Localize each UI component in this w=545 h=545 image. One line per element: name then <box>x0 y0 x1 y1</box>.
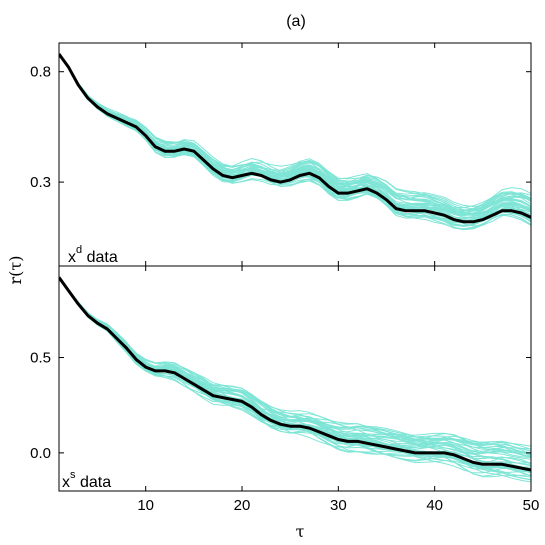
ensemble-line <box>59 53 531 211</box>
ensemble-line <box>59 53 531 224</box>
mean-line-top <box>59 53 531 224</box>
ensemble-line <box>59 53 531 222</box>
ensemble-line <box>59 277 531 474</box>
y-ticks-bottom: 0.5 0.0 <box>30 350 531 462</box>
ensemble-line <box>59 53 531 231</box>
data-series-line <box>59 53 531 224</box>
ensemble-line <box>59 53 531 216</box>
ensemble-line <box>59 53 531 215</box>
y-tick-label: 0.0 <box>30 445 51 462</box>
y-axis-label: r(τ) <box>6 256 25 285</box>
mean-line-bottom <box>59 276 531 472</box>
ensemble-line <box>59 277 531 458</box>
ensemble-line <box>59 53 531 224</box>
ensemble-line <box>59 53 531 215</box>
ensemble-line <box>59 53 531 228</box>
x-tick-label: 10 <box>137 497 154 514</box>
ensemble-line <box>59 53 531 211</box>
panel-bottom: 0.5 0.0 10 20 30 40 50 xs data <box>30 265 539 514</box>
ensemble-line <box>59 53 531 215</box>
ensemble-line <box>59 53 531 211</box>
ensemble-line <box>59 53 531 227</box>
ensemble-line <box>59 53 531 216</box>
ensemble-line <box>59 53 531 216</box>
x-ticks-top <box>145 43 532 266</box>
y-tick-label: 0.3 <box>30 174 51 191</box>
annotation-top-suffix: data <box>82 249 118 266</box>
ensemble-line <box>59 53 531 219</box>
ensemble-line <box>59 53 531 226</box>
ensemble-line <box>59 53 531 220</box>
ensemble-line <box>59 53 531 224</box>
x-ticks-bottom: 10 20 30 40 50 <box>137 266 539 514</box>
annotation-top: xd data <box>68 244 118 266</box>
plot-frame-top <box>58 42 532 267</box>
panel-top: 0.8 0.3 xd data <box>30 42 532 267</box>
ensemble-line <box>59 53 531 212</box>
x-tick-label: 50 <box>523 497 540 514</box>
ensemble-line <box>59 277 531 465</box>
ensemble-lines-top <box>59 53 531 231</box>
x-tick-label: 40 <box>426 497 443 514</box>
data-series-line <box>59 276 531 472</box>
ensemble-line <box>59 53 531 231</box>
ensemble-line <box>59 53 531 210</box>
ensemble-line <box>59 53 531 212</box>
ensemble-line <box>59 277 531 450</box>
ensemble-line <box>59 53 531 212</box>
plot-frame-bottom <box>58 265 532 492</box>
annotation-bottom-base: x <box>62 474 70 491</box>
ensemble-line <box>59 53 531 214</box>
ensemble-line <box>59 277 531 468</box>
ensemble-line <box>59 277 531 458</box>
ensemble-line <box>59 277 531 447</box>
annotation-bottom-suffix: data <box>76 474 112 491</box>
x-tick-label: 30 <box>330 497 347 514</box>
ensemble-line <box>59 277 531 464</box>
annotation-bottom-sup: s <box>70 469 76 481</box>
annotation-top-base: x <box>68 249 76 266</box>
ensemble-line <box>59 53 531 223</box>
ensemble-line <box>59 53 531 226</box>
ensemble-line <box>59 53 531 223</box>
ensemble-line <box>59 53 531 226</box>
annotation-bottom: xs data <box>62 469 111 491</box>
x-tick-label: 20 <box>234 497 251 514</box>
ensemble-line <box>59 277 531 473</box>
ensemble-line <box>59 53 531 213</box>
ensemble-line <box>59 53 531 230</box>
ensemble-line <box>59 53 531 216</box>
ensemble-line <box>59 53 531 227</box>
ensemble-lines-bottom <box>59 277 531 483</box>
y-tick-label: 0.8 <box>30 64 51 81</box>
ensemble-line <box>59 53 531 221</box>
annotation-top-sup: d <box>76 244 82 256</box>
ensemble-line <box>59 277 531 466</box>
ensemble-line <box>59 53 531 222</box>
chart-title: (a) <box>286 13 306 30</box>
ensemble-line <box>59 277 531 469</box>
y-tick-label: 0.5 <box>30 350 51 367</box>
ensemble-line <box>59 53 531 220</box>
ensemble-line <box>59 53 531 214</box>
y-ticks-top: 0.8 0.3 <box>30 64 531 191</box>
x-axis-label: τ <box>296 522 305 541</box>
ensemble-line <box>59 53 531 218</box>
